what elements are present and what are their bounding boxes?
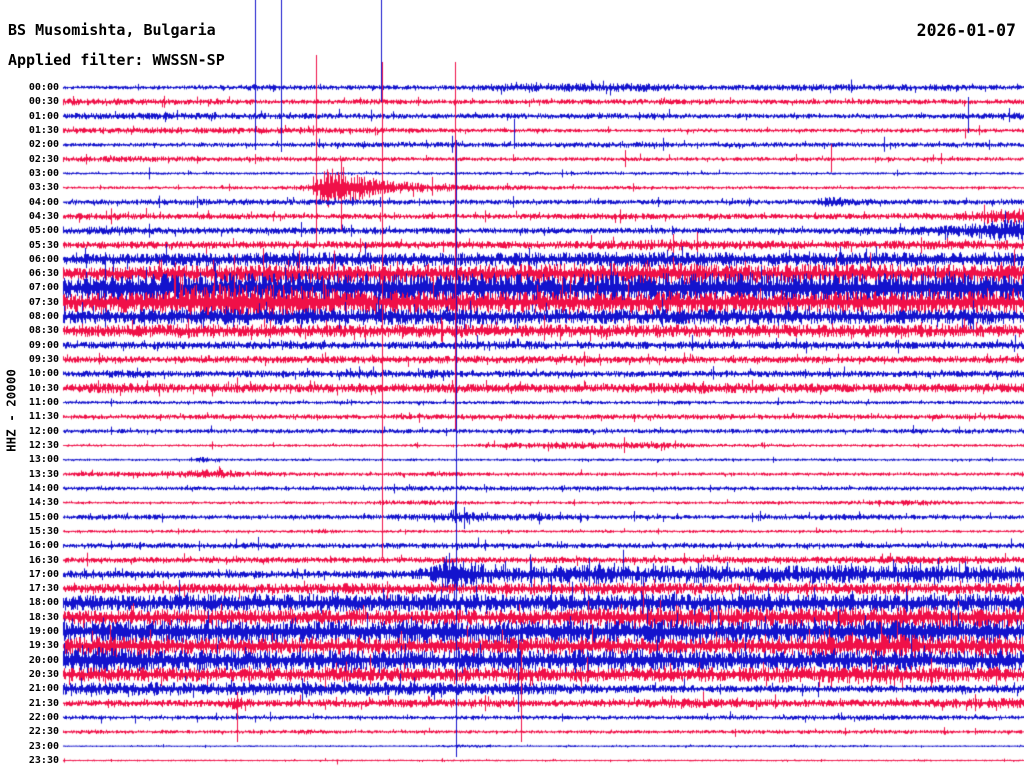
time-label: 23:00 [28, 740, 59, 752]
time-label: 07:30 [28, 296, 59, 308]
time-label: 15:30 [28, 525, 59, 537]
time-label: 21:00 [28, 683, 59, 695]
time-label: 19:00 [28, 626, 59, 638]
time-label: 03:00 [28, 167, 59, 179]
time-label: 01:30 [28, 124, 59, 136]
time-label: 09:30 [28, 354, 59, 366]
applied-filter-label: Applied filter: WWSSN-SP [8, 51, 225, 69]
time-label: 02:00 [28, 139, 59, 151]
time-label: 02:30 [28, 153, 59, 165]
time-label: 00:30 [28, 96, 59, 108]
time-label: 08:00 [28, 311, 59, 323]
station-title: BS Musomishta, Bulgaria [8, 21, 216, 39]
time-label: 17:30 [28, 583, 59, 595]
time-label: 11:30 [28, 411, 59, 423]
time-label: 12:30 [28, 439, 59, 451]
time-label: 20:30 [28, 669, 59, 681]
time-label: 08:30 [28, 325, 59, 337]
time-label: 14:00 [28, 482, 59, 494]
time-label: 09:00 [28, 339, 59, 351]
time-label: 19:30 [28, 640, 59, 652]
time-label: 18:30 [28, 611, 59, 623]
time-label: 00:00 [28, 82, 59, 93]
time-label: 22:00 [28, 712, 59, 724]
time-label: 16:00 [28, 540, 59, 552]
time-label: 13:30 [28, 468, 59, 480]
time-label: 01:00 [28, 110, 59, 122]
time-label: 05:00 [28, 225, 59, 237]
time-label: 18:00 [28, 597, 59, 609]
time-label: 03:30 [28, 182, 59, 194]
time-label: 14:30 [28, 497, 59, 509]
time-label: 11:00 [28, 397, 59, 409]
time-label: 20:00 [28, 654, 59, 666]
time-label: 04:30 [28, 210, 59, 222]
time-label: 06:30 [28, 268, 59, 280]
time-label: 04:00 [28, 196, 59, 208]
time-label: 21:30 [28, 697, 59, 709]
time-label: 06:00 [28, 253, 59, 265]
time-label: 16:30 [28, 554, 59, 566]
time-label: 23:30 [28, 754, 59, 766]
time-label: 10:30 [28, 382, 59, 394]
date-label: 2026-01-07 [916, 21, 1016, 40]
time-label: 17:00 [28, 568, 59, 580]
time-label: 12:00 [28, 425, 59, 437]
time-label: 13:00 [28, 454, 59, 466]
time-label: 22:30 [28, 726, 59, 738]
time-label: 10:00 [28, 368, 59, 380]
time-label: 05:30 [28, 239, 59, 251]
time-label: 07:00 [28, 282, 59, 294]
time-label: 15:00 [28, 511, 59, 523]
